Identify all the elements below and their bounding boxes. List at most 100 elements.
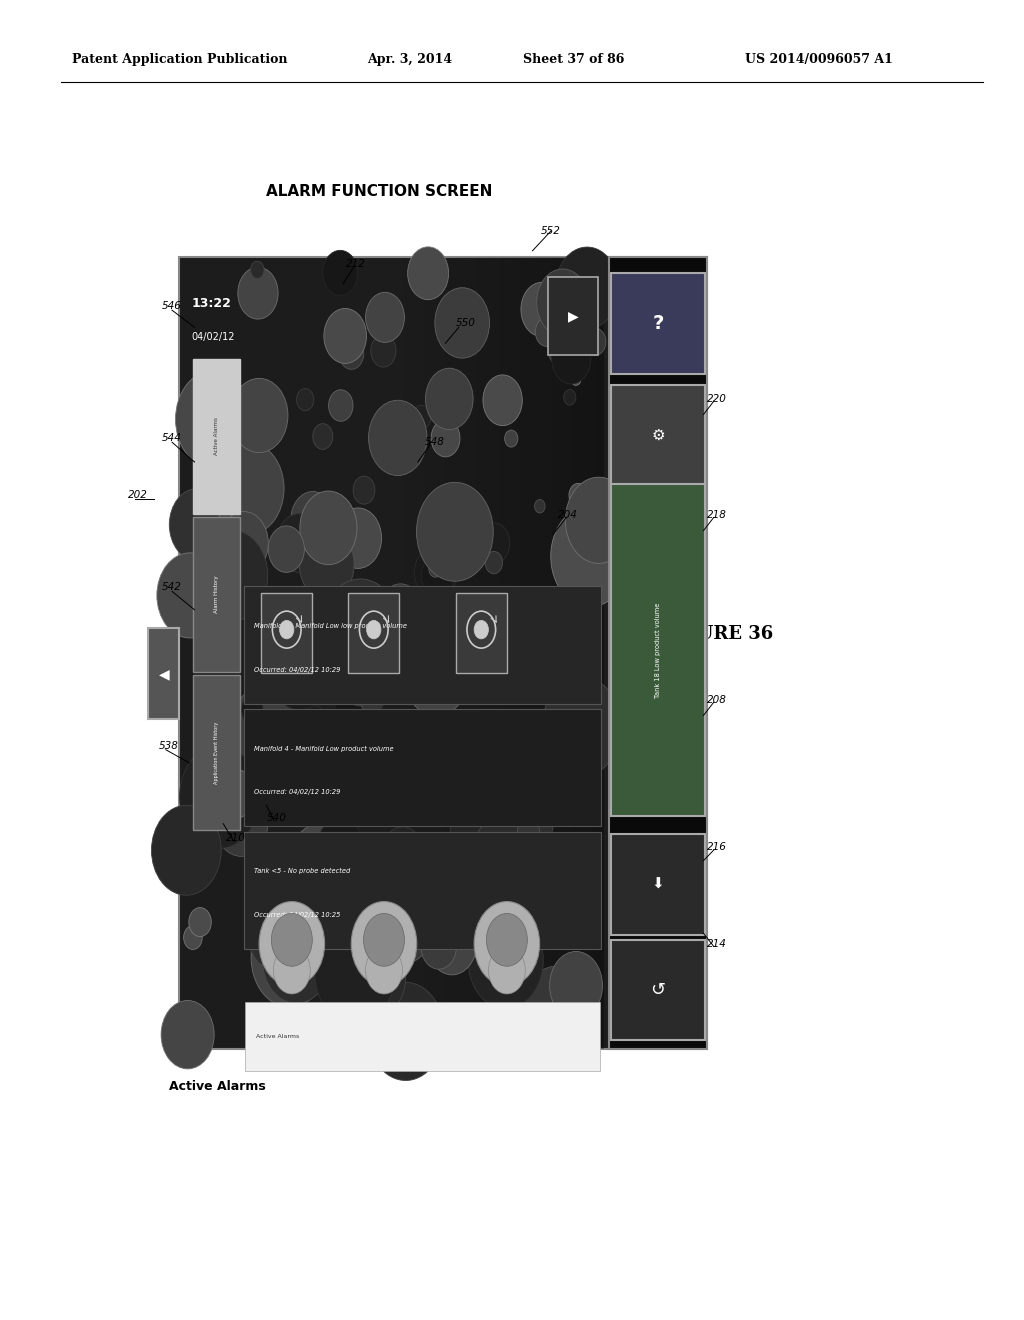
Circle shape bbox=[555, 247, 618, 329]
Circle shape bbox=[585, 329, 606, 355]
Text: Active Alarms: Active Alarms bbox=[169, 1080, 265, 1093]
Bar bbox=[476, 257, 487, 1049]
Circle shape bbox=[267, 627, 332, 710]
Circle shape bbox=[371, 335, 396, 367]
Circle shape bbox=[425, 709, 477, 777]
FancyBboxPatch shape bbox=[193, 675, 240, 830]
Circle shape bbox=[221, 552, 252, 591]
FancyBboxPatch shape bbox=[611, 385, 705, 486]
Bar bbox=[201, 257, 211, 1049]
Circle shape bbox=[547, 764, 566, 789]
Circle shape bbox=[478, 523, 510, 564]
Circle shape bbox=[300, 491, 357, 565]
Bar bbox=[211, 257, 221, 1049]
Circle shape bbox=[536, 318, 558, 346]
FancyBboxPatch shape bbox=[244, 832, 601, 949]
Circle shape bbox=[550, 952, 602, 1019]
Bar bbox=[498, 257, 509, 1049]
FancyBboxPatch shape bbox=[244, 586, 601, 704]
Circle shape bbox=[436, 520, 452, 539]
Bar bbox=[189, 257, 201, 1049]
Circle shape bbox=[312, 424, 333, 449]
Circle shape bbox=[426, 368, 473, 429]
Circle shape bbox=[259, 681, 314, 752]
Circle shape bbox=[251, 908, 328, 1007]
Text: 210: 210 bbox=[225, 833, 246, 843]
Circle shape bbox=[398, 619, 440, 675]
Bar bbox=[179, 257, 189, 1049]
FancyBboxPatch shape bbox=[611, 940, 705, 1040]
Bar bbox=[551, 257, 561, 1049]
Text: Patent Application Publication: Patent Application Publication bbox=[72, 53, 287, 66]
Bar bbox=[328, 257, 339, 1049]
Text: 544: 544 bbox=[162, 433, 182, 444]
Circle shape bbox=[370, 1005, 385, 1026]
Bar bbox=[307, 257, 317, 1049]
FancyBboxPatch shape bbox=[611, 484, 705, 816]
Circle shape bbox=[459, 766, 493, 809]
Circle shape bbox=[474, 902, 540, 986]
Circle shape bbox=[276, 513, 322, 573]
Text: 540: 540 bbox=[266, 813, 287, 824]
Circle shape bbox=[378, 583, 423, 642]
Bar bbox=[349, 257, 359, 1049]
Circle shape bbox=[271, 913, 312, 966]
Bar bbox=[317, 257, 328, 1049]
Circle shape bbox=[359, 865, 438, 965]
Circle shape bbox=[586, 925, 597, 940]
Circle shape bbox=[247, 855, 284, 903]
Circle shape bbox=[551, 506, 629, 607]
Text: 548: 548 bbox=[425, 437, 445, 447]
Circle shape bbox=[517, 818, 540, 847]
Bar bbox=[232, 257, 243, 1049]
Text: Occurred: 04/02/12 10:29: Occurred: 04/02/12 10:29 bbox=[254, 667, 340, 672]
Bar bbox=[456, 257, 466, 1049]
Circle shape bbox=[394, 710, 409, 727]
Text: ↺: ↺ bbox=[650, 981, 666, 999]
Bar bbox=[221, 257, 232, 1049]
Circle shape bbox=[251, 261, 264, 279]
Circle shape bbox=[214, 787, 268, 857]
Circle shape bbox=[342, 936, 406, 1018]
Bar bbox=[583, 257, 594, 1049]
Circle shape bbox=[483, 375, 522, 425]
Circle shape bbox=[302, 774, 334, 814]
Circle shape bbox=[378, 686, 441, 768]
Bar bbox=[339, 257, 349, 1049]
Text: Tank 18 Low product volume: Tank 18 Low product volume bbox=[655, 602, 660, 698]
Circle shape bbox=[373, 743, 422, 807]
Circle shape bbox=[198, 531, 267, 620]
Bar bbox=[509, 257, 519, 1049]
Circle shape bbox=[368, 731, 393, 766]
Circle shape bbox=[415, 545, 457, 601]
Circle shape bbox=[385, 628, 416, 668]
Text: ⬇: ⬇ bbox=[651, 876, 665, 892]
FancyBboxPatch shape bbox=[611, 273, 705, 374]
Bar bbox=[286, 257, 296, 1049]
Bar bbox=[541, 257, 551, 1049]
Text: ALARM FUNCTION SCREEN: ALARM FUNCTION SCREEN bbox=[266, 183, 493, 199]
Circle shape bbox=[230, 686, 297, 772]
Circle shape bbox=[413, 405, 431, 429]
Circle shape bbox=[366, 946, 402, 994]
Circle shape bbox=[505, 430, 518, 447]
Circle shape bbox=[331, 678, 413, 783]
Text: Manifold 4 - Manifold Low product volume: Manifold 4 - Manifold Low product volume bbox=[254, 746, 393, 751]
Circle shape bbox=[435, 288, 489, 358]
Circle shape bbox=[537, 269, 589, 335]
Text: 550: 550 bbox=[456, 318, 476, 329]
Bar bbox=[402, 257, 413, 1049]
Circle shape bbox=[216, 770, 255, 818]
Circle shape bbox=[157, 553, 223, 638]
Circle shape bbox=[327, 771, 344, 795]
Circle shape bbox=[252, 627, 270, 651]
FancyBboxPatch shape bbox=[148, 628, 179, 719]
FancyBboxPatch shape bbox=[548, 277, 598, 355]
Circle shape bbox=[429, 560, 442, 577]
Circle shape bbox=[552, 334, 591, 384]
Circle shape bbox=[233, 447, 263, 486]
Circle shape bbox=[427, 911, 477, 975]
Text: Application Event History: Application Event History bbox=[214, 721, 218, 784]
Circle shape bbox=[323, 251, 357, 296]
Circle shape bbox=[230, 379, 288, 453]
